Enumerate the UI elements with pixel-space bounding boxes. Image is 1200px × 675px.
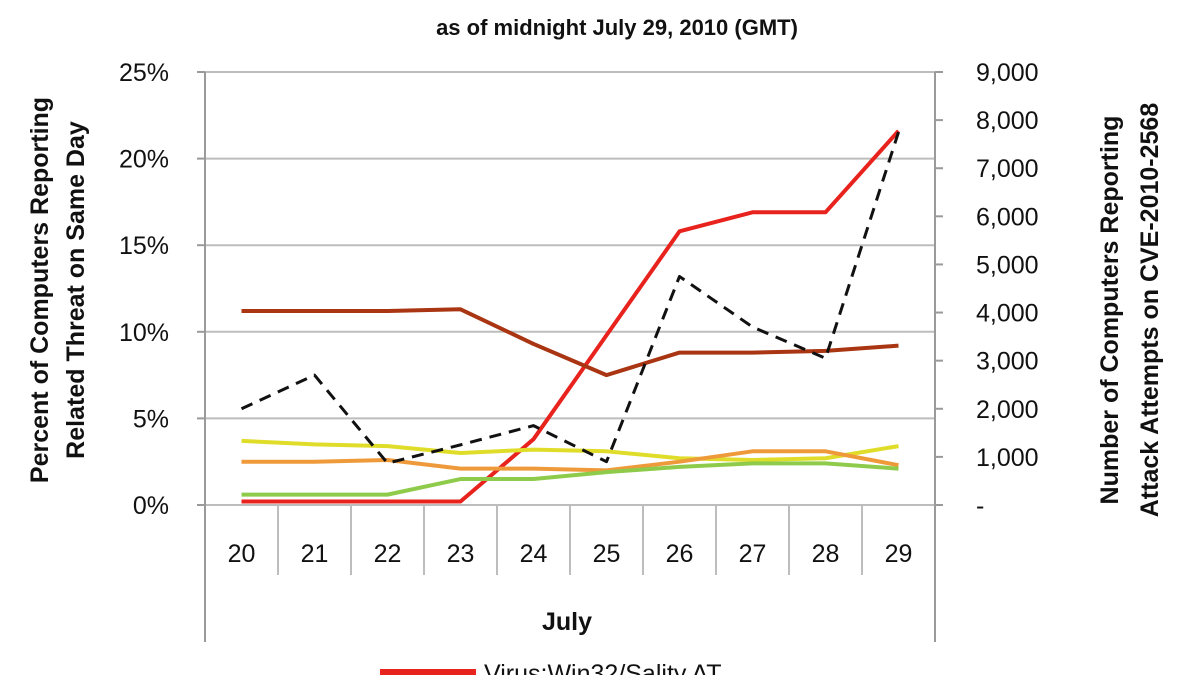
x-tick-label: 27 [739,540,767,568]
y2-tick-label: 2,000 [976,396,1039,424]
legend-label: Virus:Win32/Sality.AT [484,660,722,675]
series-line [241,449,899,473]
y2-tick-label: 8,000 [976,107,1039,135]
y2-tick-label: 5,000 [976,251,1039,279]
y2-tick-label: 7,000 [976,155,1039,183]
series-line [241,438,899,462]
series-line [241,307,899,378]
x-tick-label: 25 [593,540,621,568]
x-tick-label: 26 [666,540,694,568]
y2-tick-label: 3,000 [976,348,1039,376]
x-tick-label: 24 [520,540,548,568]
x-tick-label: 22 [374,540,402,568]
series-line [240,131,900,465]
x-axis-title: July [542,608,592,636]
y2-axis-title-line: Number of Computers Reporting [1096,116,1124,505]
x-tick-label: 29 [885,540,913,568]
series-line [241,461,899,497]
y2-tick-label: 6,000 [976,203,1039,231]
y-tick-label: 10% [119,319,169,347]
y2-tick-label: 9,000 [976,59,1039,87]
x-tick-label: 23 [447,540,475,568]
y-tick-label: 25% [119,59,169,87]
chart-subtitle: as of midnight July 29, 2010 (GMT) [436,15,798,40]
series-line [241,129,900,504]
x-tick-label: 28 [812,540,840,568]
y-tick-label: 20% [119,146,169,174]
y-axis-title-line: Percent of Computers Reporting [26,97,54,483]
y2-tick-label: - [976,492,984,520]
y2-tick-label: 4,000 [976,300,1039,328]
y-tick-label: 15% [119,232,169,260]
y-axis-title: Percent of Computers Reporting Related T… [26,97,90,483]
y-axis-title-line: Related Threat on Same Day [62,121,90,459]
y2-axis-title-line: Attack Attempts on CVE-2010-2568 [1136,103,1164,518]
y-tick-label: 5% [133,405,169,433]
y2-tick-label: 1,000 [976,444,1039,472]
x-tick-label: 20 [228,540,256,568]
x-tick-label: 21 [301,540,329,568]
y-tick-label: 0% [133,492,169,520]
y2-axis-title: Number of Computers Reporting Attack Att… [1096,103,1164,518]
